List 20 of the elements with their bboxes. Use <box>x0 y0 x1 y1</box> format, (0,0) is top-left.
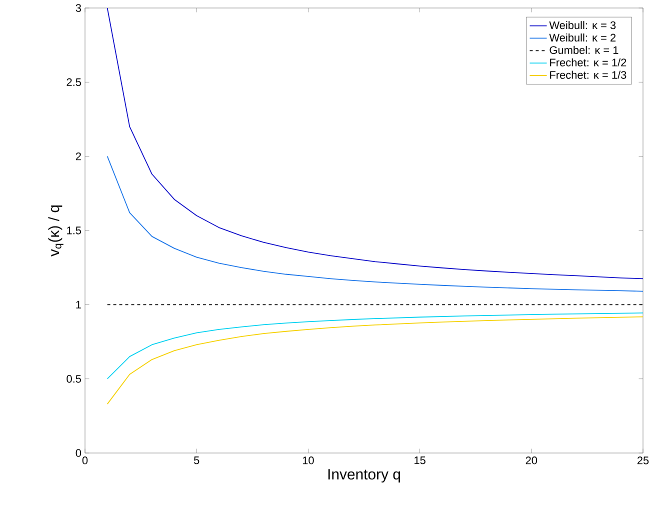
x-tick-label: 10 <box>302 456 314 464</box>
y-tick-label: 2.5 <box>66 78 82 86</box>
legend-label: Gumbel: κ = 1 <box>550 46 618 54</box>
y-axis-title: v$_{q}$(κ) / q <box>48 205 64 256</box>
y-tick-label: 2 <box>76 152 81 160</box>
x-axis-title: Inventory q <box>328 469 400 482</box>
x-tick-label: 20 <box>526 456 538 464</box>
y-tick-label: 1 <box>76 300 81 308</box>
x-tick-label: 15 <box>414 456 426 464</box>
legend-label: Weibull: κ = 2 <box>549 34 616 42</box>
y-tick-label: 3 <box>76 4 81 12</box>
legend-label: Weibull: κ = 3 <box>549 21 616 30</box>
y-tick-label: 0.5 <box>66 374 82 383</box>
y-tick-label: 1.5 <box>67 226 82 234</box>
x-tick-label: 5 <box>194 456 200 464</box>
x-tick-label: 25 <box>637 456 649 464</box>
legend-label: Frechet: κ = 1/2 <box>550 58 626 66</box>
y-tick-label: 0 <box>76 449 82 457</box>
x-tick-label: 0 <box>82 456 88 464</box>
legend-label: Frechet: κ = 1/3 <box>550 70 626 79</box>
